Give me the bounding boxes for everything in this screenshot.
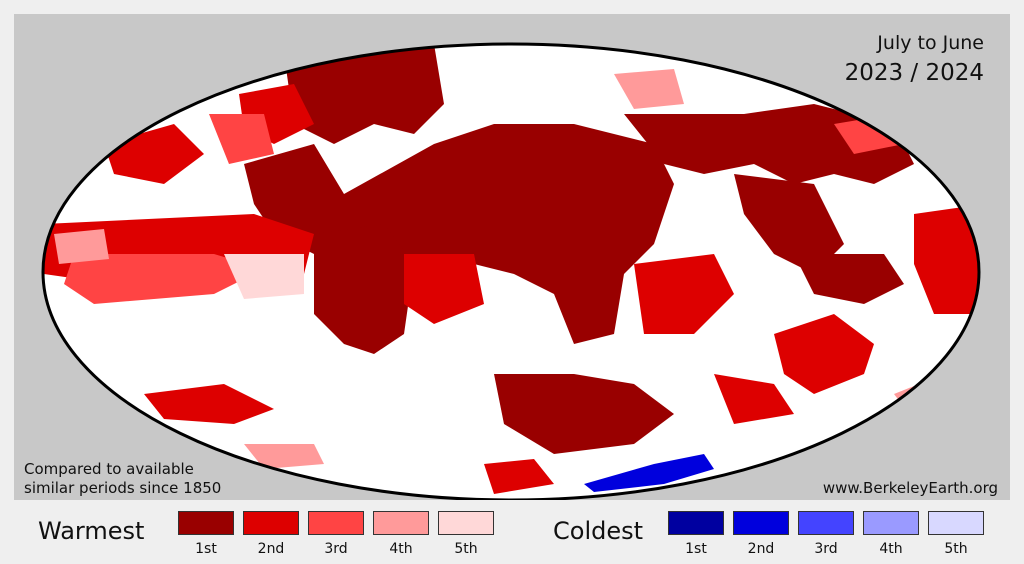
website-credit: www.BerkeleyEarth.org (822, 479, 998, 497)
map-panel: July to June 2023 / 2024 Compared to ava… (14, 14, 1010, 500)
coldest-rank-label-1: 1st (685, 541, 707, 557)
warmest-swatch-1 (178, 511, 234, 535)
coldest-rank-label-5: 5th (944, 541, 968, 557)
globe-outline (41, 42, 981, 500)
coldest-legend-title: Coldest (553, 517, 644, 545)
coldest-swatch-3 (798, 511, 854, 535)
warmest-swatch-2 (243, 511, 299, 535)
warmest-rank-label-4: 4th (389, 541, 413, 557)
world-map (41, 42, 981, 500)
coldest-swatch-2 (733, 511, 789, 535)
warmest-swatch-5 (438, 511, 494, 535)
warmest-legend-title: Warmest (38, 517, 145, 545)
warmest-rank-label-5: 5th (454, 541, 478, 557)
warmest-swatch-3 (308, 511, 364, 535)
coldest-swatch-1 (668, 511, 724, 535)
warmest-rank-label-3: 3rd (324, 541, 348, 557)
warmest-swatch-4 (373, 511, 429, 535)
comparison-note-line1: Compared to available (24, 460, 194, 478)
period-label: July to June (877, 32, 984, 54)
years-label: 2023 / 2024 (844, 60, 984, 86)
coldest-rank-label-2: 2nd (747, 541, 775, 557)
coldest-swatch-4 (863, 511, 919, 535)
coldest-swatch-5 (928, 511, 984, 535)
anomaly-rank-field (43, 44, 979, 500)
warmest-rank-label-1: 1st (195, 541, 217, 557)
comparison-note-line2: similar periods since 1850 (24, 479, 222, 497)
warmest-rank-label-2: 2nd (257, 541, 285, 557)
coldest-rank-label-4: 4th (879, 541, 903, 557)
coldest-rank-label-3: 3rd (814, 541, 838, 557)
